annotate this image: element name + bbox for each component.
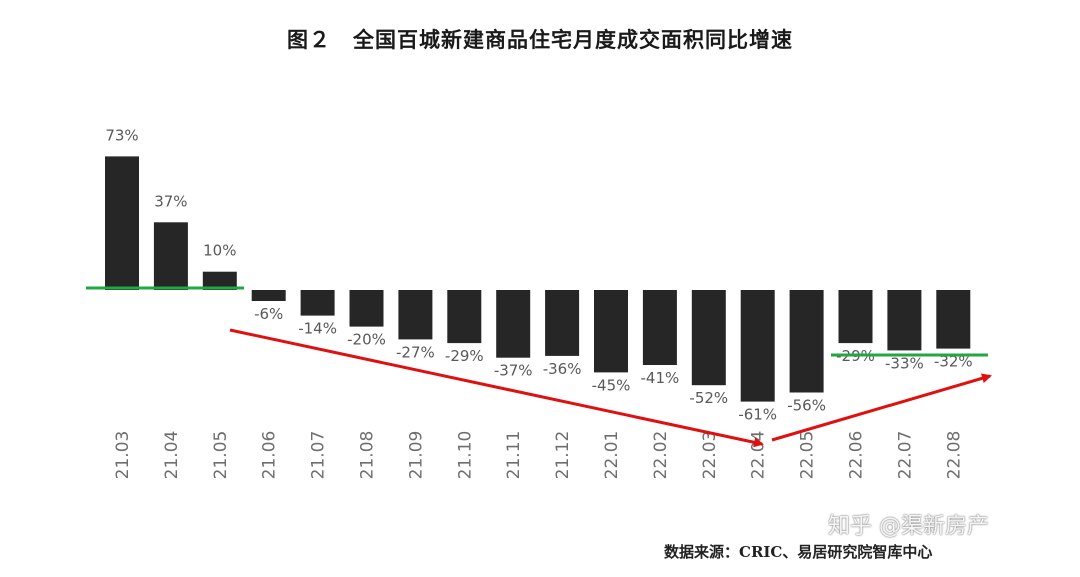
bar-22.02 <box>642 290 677 365</box>
data-label-21.11: -37% <box>494 362 533 380</box>
x-tick-22.02: 22.02 <box>651 431 671 480</box>
x-tick-22.05: 22.05 <box>798 431 818 480</box>
data-label-22.07: -33% <box>885 354 924 372</box>
data-label-22.01: -45% <box>592 376 631 394</box>
data-labels-layer: 73% 37% 10% -6% -14% -20% -27% -29% -37% -36% -45%… <box>105 126 972 423</box>
data-label-21.03: 73% <box>105 126 138 144</box>
data-label-22.08: -32% <box>934 353 973 371</box>
x-tick-21.09: 21.09 <box>406 431 426 480</box>
bar-21.08 <box>349 290 384 327</box>
trend-arrow-up <box>771 373 992 442</box>
bar-22.07 <box>887 290 922 351</box>
data-label-22.05: -56% <box>787 397 826 415</box>
bar-22.05 <box>789 290 824 393</box>
x-tick-21.06: 21.06 <box>260 431 280 480</box>
x-tick-22.04: 22.04 <box>749 431 769 480</box>
bar-21.04 <box>153 222 188 290</box>
annotations-layer <box>86 286 992 448</box>
x-tick-22.08: 22.08 <box>944 431 964 480</box>
bar-21.12 <box>545 290 580 356</box>
data-label-22.02: -41% <box>641 369 680 387</box>
bar-22.04 <box>740 290 775 402</box>
bar-21.09 <box>398 290 433 340</box>
x-tick-21.12: 21.12 <box>553 431 573 480</box>
data-label-21.07: -14% <box>298 320 337 338</box>
data-label-21.04: 37% <box>154 192 187 210</box>
bar-22.01 <box>594 290 628 373</box>
x-tick-21.07: 21.07 <box>309 431 329 480</box>
x-tick-21.11: 21.11 <box>504 431 524 480</box>
x-tick-22.07: 22.07 <box>895 431 915 480</box>
x-tick-21.04: 21.04 <box>162 431 182 480</box>
bar-21.11 <box>496 290 531 358</box>
bar-21.10 <box>447 290 482 344</box>
bar-22.08 <box>936 290 971 349</box>
source-note: 数据来源：CRIC、易居研究院智库中心 <box>664 543 933 561</box>
x-tick-21.10: 21.10 <box>455 431 475 480</box>
bars-layer <box>105 156 971 402</box>
bar-21.05 <box>202 271 237 290</box>
x-tick-22.03: 22.03 <box>700 431 720 480</box>
watermark: 知乎 @渠新房产 <box>828 514 989 539</box>
x-tick-labels-layer: 21.03 21.04 21.05 21.06 21.07 21.08 21.09 21.10… <box>113 431 964 480</box>
data-label-22.03: -52% <box>689 389 728 407</box>
data-label-21.10: -29% <box>445 347 484 365</box>
data-label-21.08: -20% <box>347 331 386 349</box>
bar-21.03 <box>105 156 139 290</box>
data-label-21.09: -27% <box>396 343 435 361</box>
data-label-21.12: -36% <box>543 360 582 378</box>
data-label-22.04: -61% <box>738 406 777 424</box>
trend-arrow-down <box>229 328 764 448</box>
chart-title: 图２ 全国百城新建商品住宅月度成交面积同比增速 <box>287 27 793 52</box>
bar-21.07 <box>300 290 335 316</box>
data-label-21.05: 10% <box>203 242 236 260</box>
x-tick-21.08: 21.08 <box>358 431 378 480</box>
x-tick-21.03: 21.03 <box>113 431 133 480</box>
bar-22.06 <box>838 290 873 344</box>
x-tick-22.01: 22.01 <box>602 431 622 480</box>
data-label-21.06: -6% <box>254 305 283 323</box>
x-tick-22.06: 22.06 <box>847 431 867 480</box>
x-tick-21.05: 21.05 <box>211 431 231 480</box>
bar-22.03 <box>691 290 726 386</box>
bar-21.06 <box>251 290 286 301</box>
